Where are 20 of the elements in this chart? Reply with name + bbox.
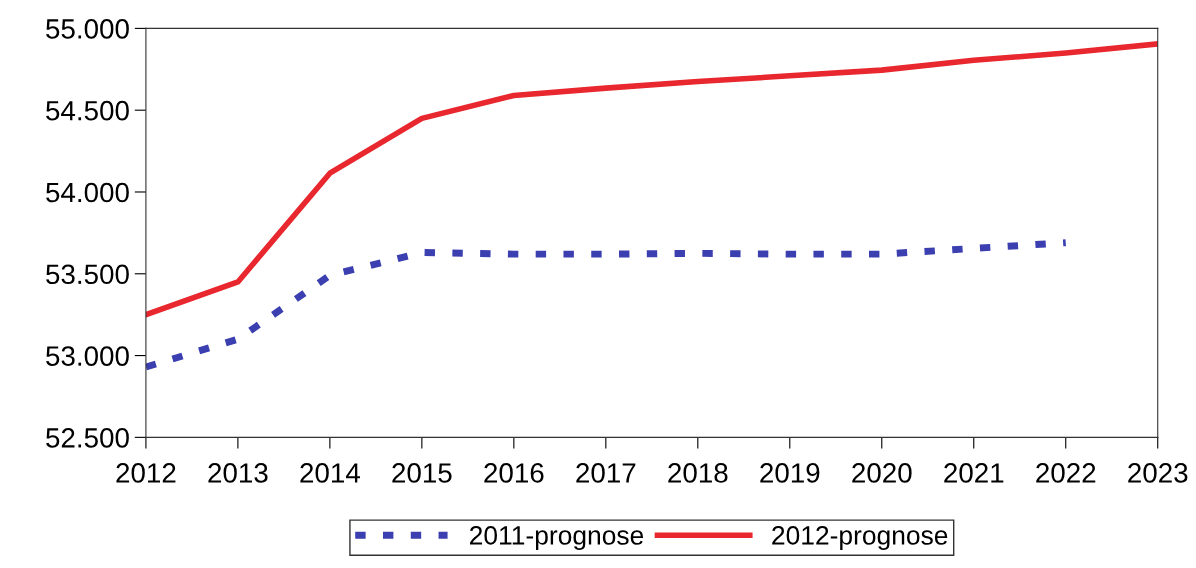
y-tick-label: 55.000: [46, 19, 129, 39]
y-tick-label: 54.500: [46, 100, 129, 121]
x-tick-label: 2021: [944, 463, 1004, 483]
y-tick-label: 54.000: [46, 182, 129, 203]
x-tick-label: 2017: [576, 463, 636, 483]
legend-label: 2012-prognose: [772, 526, 948, 550]
x-tick-label: 2014: [300, 463, 360, 483]
x-tick-label: 2016: [484, 463, 544, 483]
x-tick-label: 2013: [208, 463, 268, 483]
y-tick-label: 53.500: [46, 264, 129, 285]
y-tick-label: 52.500: [46, 428, 129, 448]
x-tick-label: 2012: [116, 463, 176, 483]
y-tick-label: 53.000: [46, 346, 129, 366]
x-tick-label: 2020: [852, 463, 912, 483]
x-tick-label: 2023: [1128, 463, 1188, 483]
x-tick-label: 2019: [760, 463, 820, 483]
x-tick-label: 2022: [1036, 463, 1096, 483]
legend-label: 2011-prognose: [470, 526, 644, 550]
x-tick-label: 2018: [668, 463, 728, 483]
x-tick-label: 2015: [392, 463, 452, 483]
